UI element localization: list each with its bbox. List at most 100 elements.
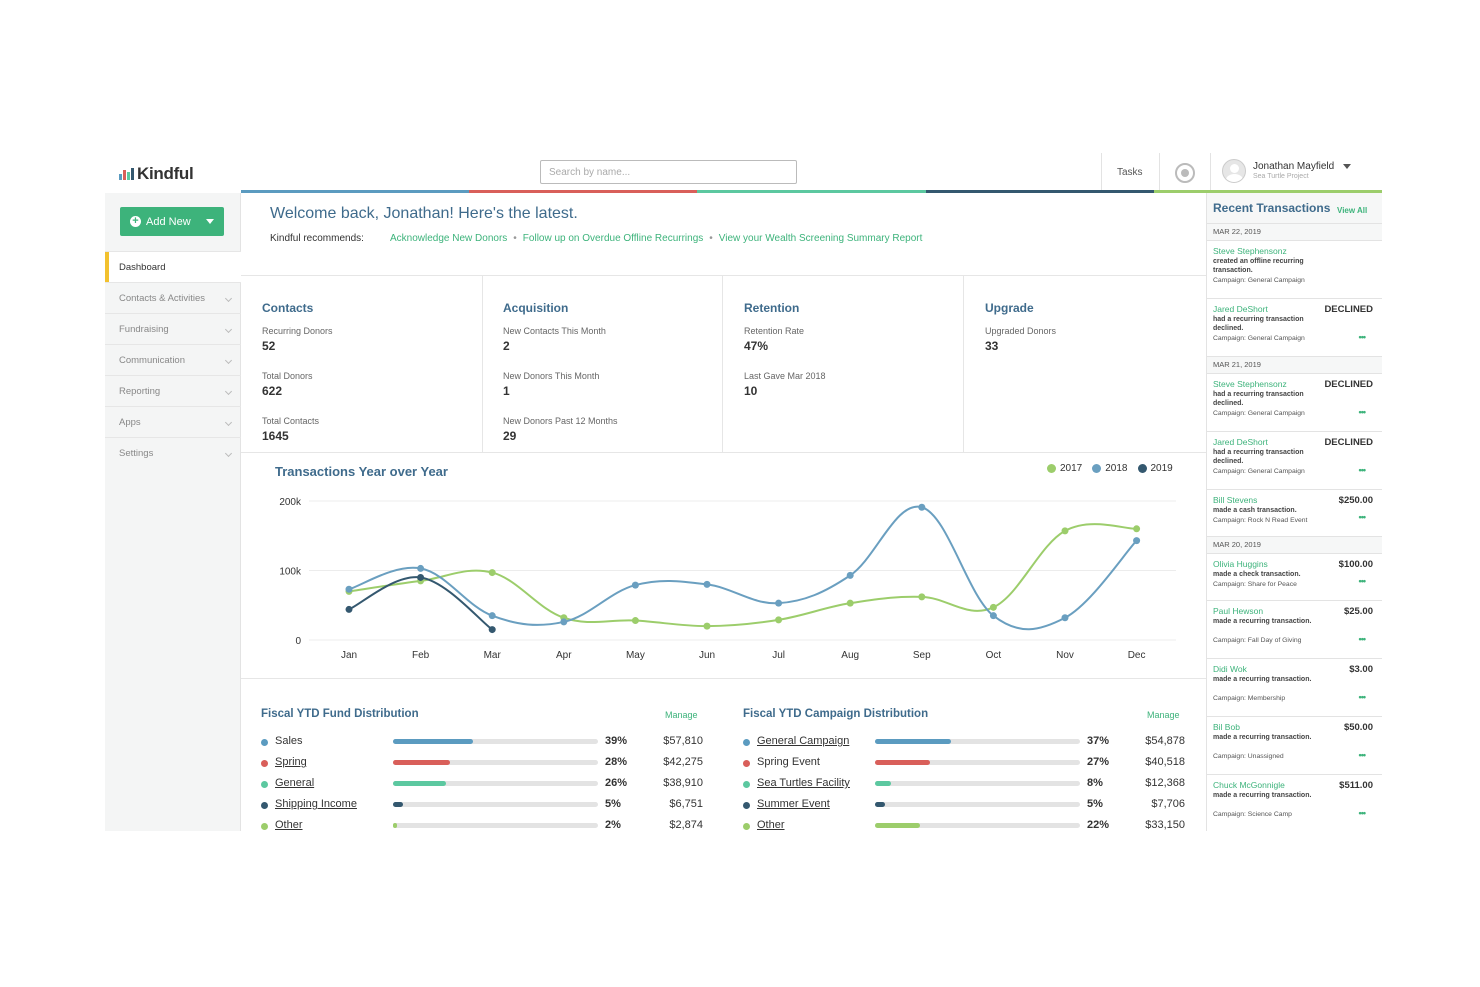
distribution-percent: 5%: [605, 798, 621, 810]
x-tick-label: Mar: [484, 650, 502, 661]
recommends-label: Kindful recommends:: [270, 233, 364, 244]
campaign-distribution-title: Fiscal YTD Campaign Distribution: [743, 708, 929, 720]
transaction-donor-link[interactable]: Jared DeShort: [1213, 437, 1268, 447]
more-options-icon[interactable]: •••: [1358, 634, 1367, 644]
campaign-manage-link[interactable]: Manage: [1147, 710, 1180, 720]
legend-item[interactable]: 2017: [1047, 463, 1082, 474]
x-tick-label: Jul: [772, 650, 785, 661]
transaction-item[interactable]: Bill Stevens made a cash transaction. $250…: [1207, 489, 1382, 536]
search-input[interactable]: [540, 160, 797, 184]
legend-dot: [743, 739, 750, 746]
distribution-name[interactable]: Other: [275, 819, 303, 831]
distribution-row: General 26% $38,910: [261, 777, 706, 793]
distribution-name[interactable]: Shipping Income: [275, 798, 357, 810]
distribution-percent: 5%: [1087, 798, 1103, 810]
x-tick-label: Feb: [412, 650, 430, 661]
view-all-link[interactable]: View All: [1337, 206, 1368, 215]
recommendation-link[interactable]: Follow up on Overdue Offline Recurrings: [522, 233, 704, 244]
transaction-item[interactable]: Chuck McGonnigle made a recurring transac…: [1207, 774, 1382, 831]
recommendation-link[interactable]: View your Wealth Screening Summary Repor…: [718, 233, 923, 244]
distribution-row: Spring Event 27% $40,518: [743, 756, 1188, 772]
more-options-icon[interactable]: •••: [1358, 750, 1367, 760]
notification-icon[interactable]: [1175, 163, 1195, 183]
sidebar-item-communication[interactable]: Communication: [105, 344, 241, 375]
transaction-campaign: Campaign: Unassigned: [1213, 753, 1284, 760]
more-options-icon[interactable]: •••: [1358, 407, 1367, 417]
distribution-name[interactable]: Sea Turtles Facility: [757, 777, 850, 789]
stat-card-upgrade: Upgrade Upgraded Donors 33: [985, 301, 1056, 371]
transaction-item[interactable]: Jared DeShort had a recurring transaction…: [1207, 431, 1382, 489]
stat-value: 52: [262, 339, 276, 353]
recommendation-link[interactable]: Acknowledge New Donors: [390, 233, 508, 244]
more-options-icon[interactable]: •••: [1358, 512, 1367, 522]
data-point: [918, 593, 926, 601]
transaction-donor-link[interactable]: Steve Stephensonz: [1213, 246, 1287, 256]
transaction-donor-link[interactable]: Jared DeShort: [1213, 304, 1268, 314]
distribution-bar-track: [875, 760, 1080, 765]
app-window: Kindful Tasks Jonathan Mayfield Sea Turt…: [105, 153, 1382, 831]
fund-manage-link[interactable]: Manage: [665, 710, 698, 720]
x-tick-label: Aug: [841, 650, 859, 661]
sidebar-item-contacts-activities[interactable]: Contacts & Activities: [105, 282, 241, 313]
x-tick-label: Oct: [986, 650, 1002, 661]
distribution-name[interactable]: Summer Event: [757, 798, 830, 810]
stat-label: Last Gave Mar 2018: [744, 371, 826, 381]
transaction-item[interactable]: Bil Bob made a recurring transaction. $50.…: [1207, 716, 1382, 774]
transaction-donor-link[interactable]: Paul Hewson: [1213, 606, 1264, 616]
transaction-item[interactable]: Didi Wok made a recurring transaction. $3.…: [1207, 658, 1382, 716]
data-point: [488, 626, 496, 634]
sidebar-item-settings[interactable]: Settings: [105, 437, 241, 468]
sidebar-item-apps[interactable]: Apps: [105, 406, 241, 437]
transaction-item[interactable]: Steve Stephensonz created an offline recu…: [1207, 240, 1382, 298]
more-options-icon[interactable]: •••: [1358, 808, 1367, 818]
distribution-bar-track: [393, 739, 598, 744]
distribution-name[interactable]: General Campaign: [757, 735, 850, 747]
distribution-name[interactable]: Other: [757, 819, 785, 831]
transaction-item[interactable]: Steve Stephensonz had a recurring transac…: [1207, 373, 1382, 431]
transaction-donor-link[interactable]: Steve Stephensonz: [1213, 379, 1287, 389]
transaction-description: had a recurring transaction declined.: [1213, 316, 1304, 332]
legend-dot: [1047, 464, 1056, 473]
user-avatar-icon[interactable]: [1222, 159, 1246, 183]
distribution-bar-fill: [393, 823, 398, 828]
add-new-button[interactable]: + Add New: [120, 207, 224, 236]
stat-value: 33: [985, 339, 999, 353]
tasks-link[interactable]: Tasks: [1117, 167, 1143, 178]
distribution-bar-fill: [393, 781, 447, 786]
transactions-chart: 0 100k 200k Jan Feb Mar Apr May Jun Jul Aug Sep Oct N…: [279, 497, 1176, 661]
user-name[interactable]: Jonathan Mayfield: [1253, 161, 1335, 172]
kindful-logo[interactable]: Kindful: [119, 163, 194, 185]
distribution-name[interactable]: Spring: [275, 756, 307, 768]
transaction-donor-link[interactable]: Olivia Huggins: [1213, 559, 1268, 569]
sidebar-item-fundraising[interactable]: Fundraising: [105, 313, 241, 344]
distribution-row: General Campaign 37% $54,878: [743, 735, 1188, 751]
more-options-icon[interactable]: •••: [1358, 465, 1367, 475]
logo-text: Kindful: [137, 164, 194, 183]
legend-item[interactable]: 2019: [1137, 463, 1173, 474]
distribution-bar-track: [875, 823, 1080, 828]
sidebar-item-reporting[interactable]: Reporting: [105, 375, 241, 406]
distribution-name[interactable]: General: [275, 777, 315, 789]
sidebar-item-dashboard[interactable]: Dashboard: [105, 251, 241, 283]
more-options-icon[interactable]: •••: [1358, 332, 1367, 342]
legend-item[interactable]: 2018: [1092, 463, 1128, 474]
transaction-item[interactable]: Paul Hewson made a recurring transaction.…: [1207, 600, 1382, 658]
transaction-donor-link[interactable]: Chuck McGonnigle: [1213, 780, 1285, 790]
distribution-percent: 27%: [1087, 756, 1110, 768]
chevron-down-icon[interactable]: [1343, 164, 1351, 169]
distribution-percent: 22%: [1087, 819, 1110, 831]
transaction-donor-link[interactable]: Bill Stevens: [1213, 495, 1258, 505]
legend-label: 2019: [1150, 463, 1173, 474]
transaction-donor-link[interactable]: Didi Wok: [1213, 664, 1247, 674]
more-options-icon[interactable]: •••: [1358, 692, 1367, 702]
data-point: [703, 622, 711, 630]
divider: [241, 452, 1206, 453]
transaction-description: made a recurring transaction.: [1213, 792, 1312, 799]
transaction-donor-link[interactable]: Bil Bob: [1213, 722, 1240, 732]
transaction-item[interactable]: Jared DeShort had a recurring transaction…: [1207, 298, 1382, 356]
legend-dot: [261, 781, 268, 788]
data-point: [846, 571, 854, 579]
logo-bars-icon: [119, 168, 134, 180]
transaction-item[interactable]: Olivia Huggins made a check transaction. $…: [1207, 553, 1382, 600]
more-options-icon[interactable]: •••: [1358, 576, 1367, 586]
